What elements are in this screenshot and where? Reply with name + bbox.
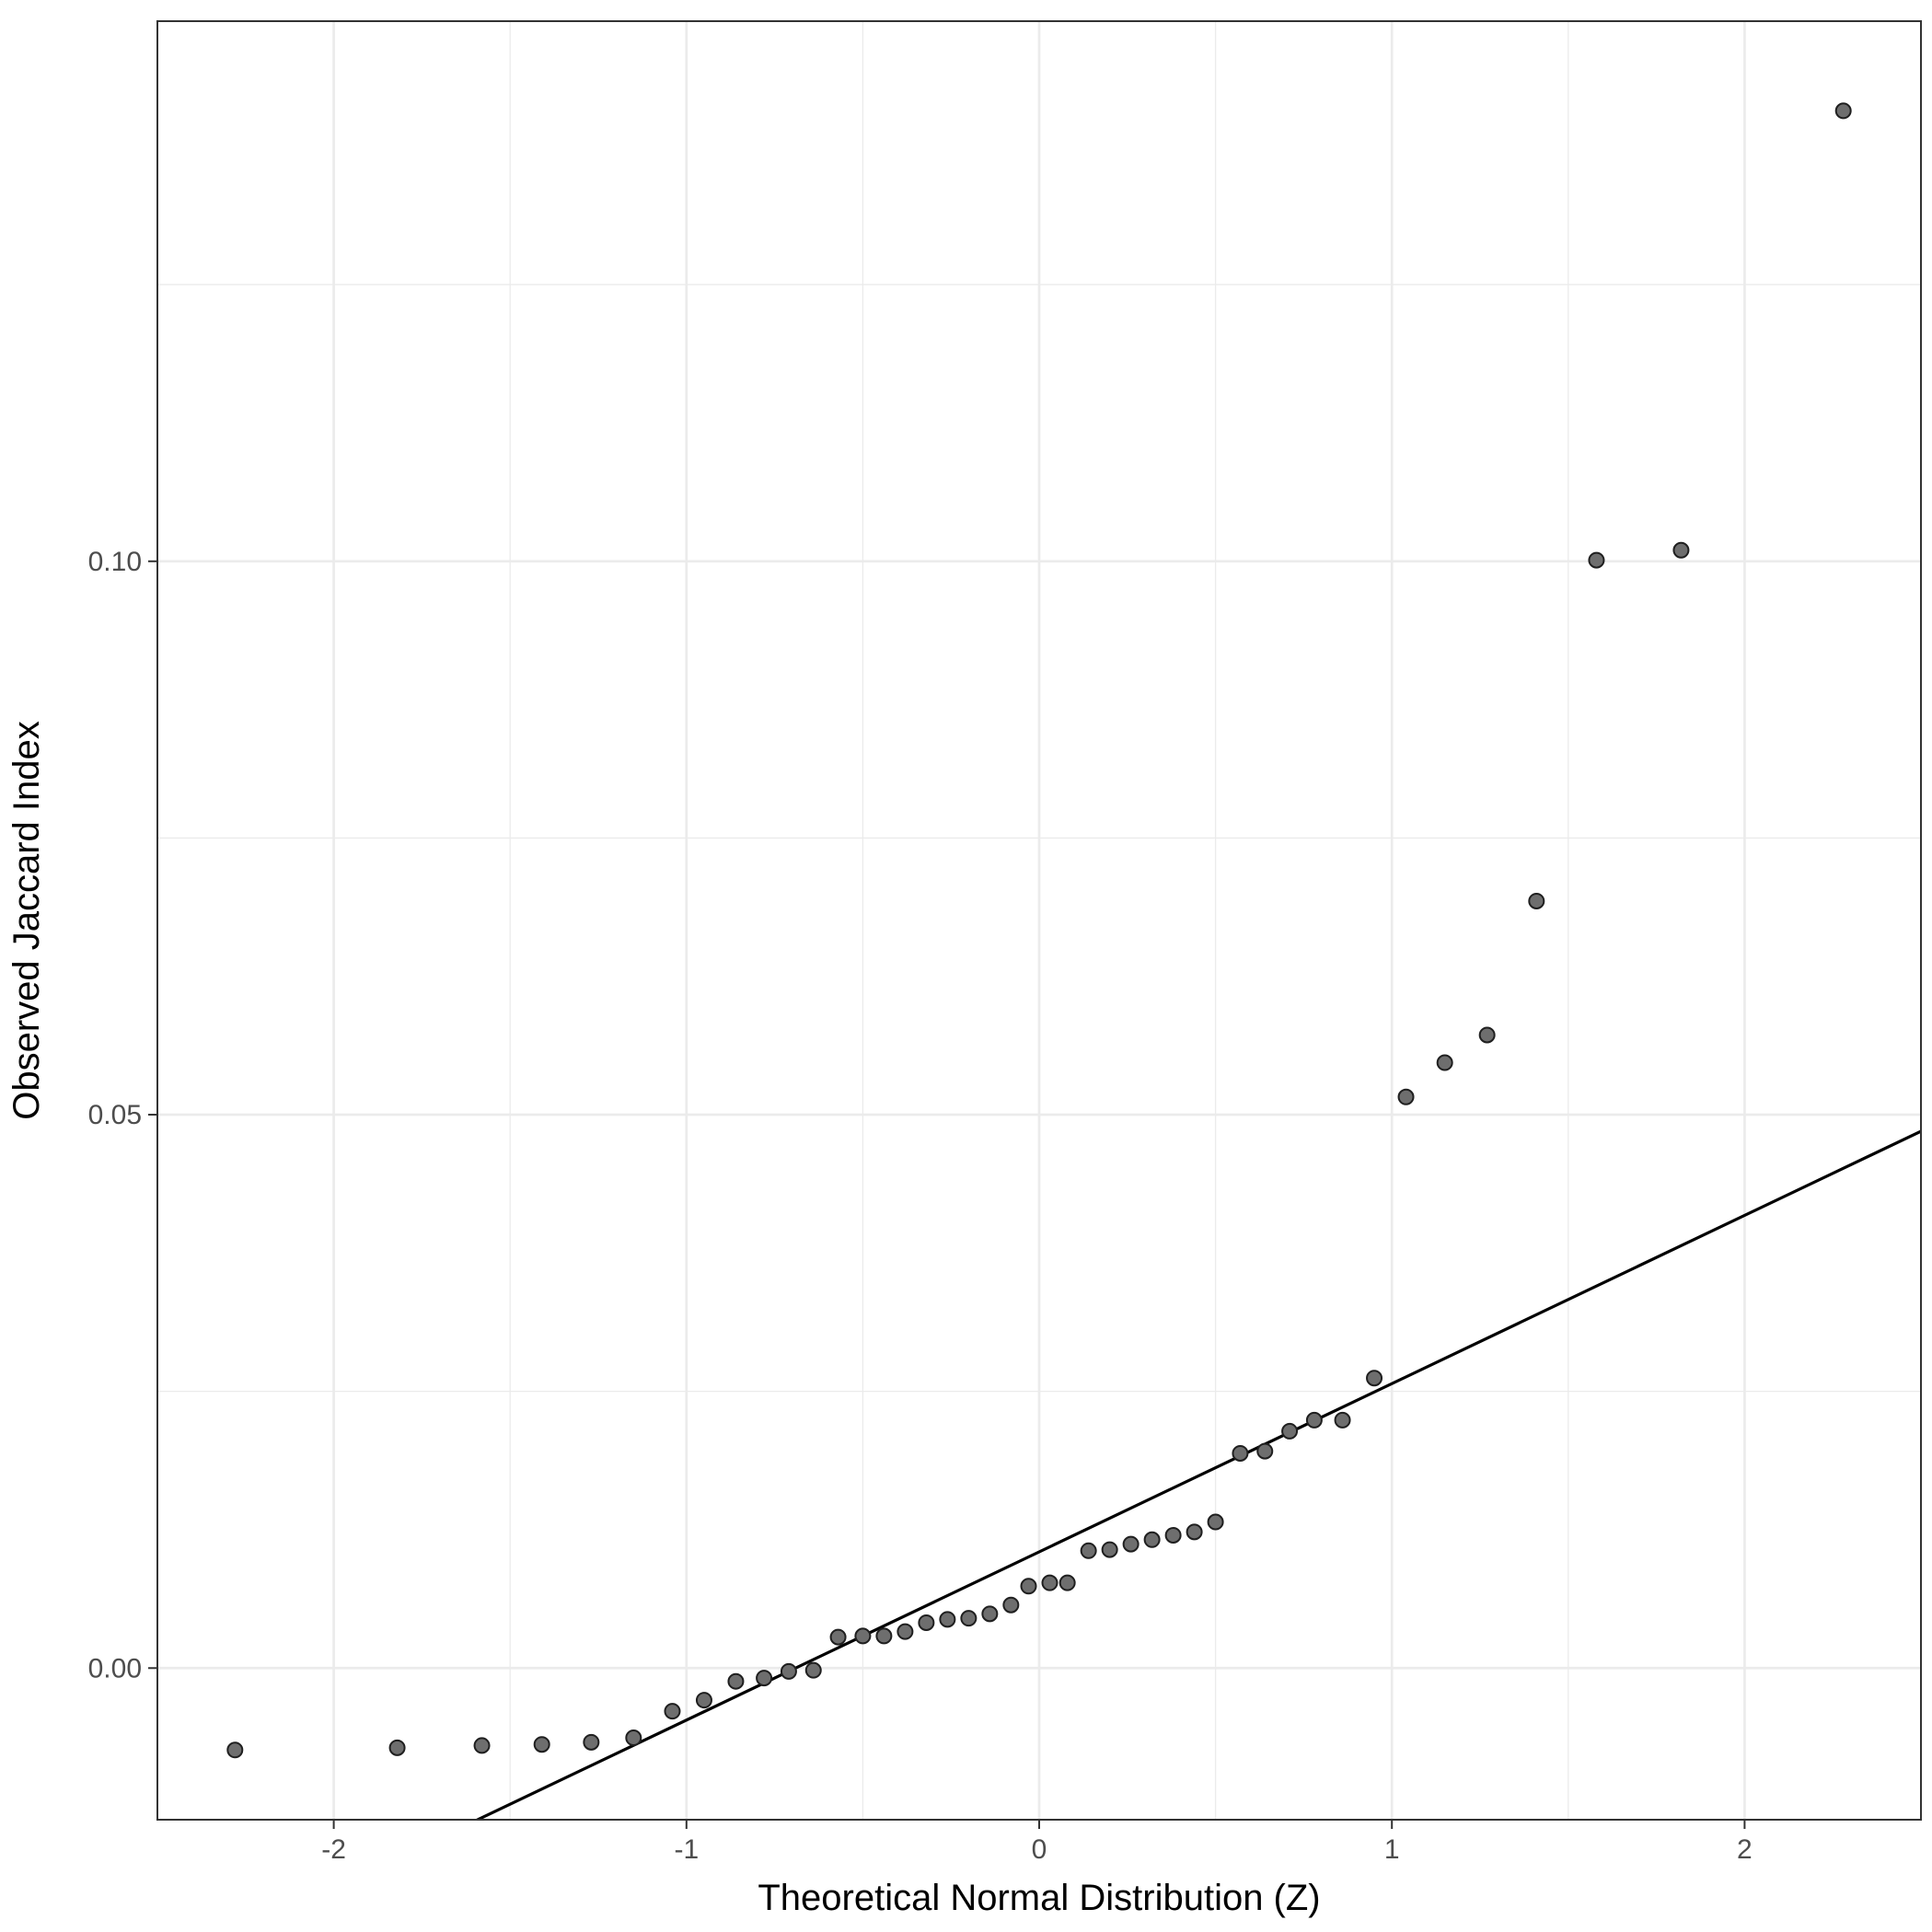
data-point: [780, 1662, 797, 1680]
data-point: [1122, 1535, 1140, 1553]
data-point: [695, 1692, 712, 1709]
data-point: [1334, 1411, 1351, 1429]
data-point: [1207, 1513, 1224, 1531]
x-tick-label: 0: [1032, 1834, 1047, 1865]
y-axis-ticks: 0.00 0.05 0.10: [88, 547, 157, 1683]
x-axis-ticks: -2 -1 0 1 2: [321, 1820, 1753, 1865]
data-point: [1588, 551, 1605, 569]
data-point: [1101, 1541, 1118, 1558]
data-point: [1256, 1442, 1274, 1460]
x-tick-label: 2: [1737, 1834, 1753, 1865]
data-point: [388, 1739, 406, 1756]
y-axis-title: Observed Jaccard Index: [6, 721, 47, 1120]
x-tick-label: 1: [1384, 1834, 1400, 1865]
x-axis-title: Theoretical Normal Distribution (Z): [758, 1878, 1320, 1918]
data-point: [1232, 1444, 1249, 1462]
data-point: [1366, 1370, 1383, 1387]
data-point: [981, 1605, 999, 1623]
data-point: [854, 1627, 872, 1645]
data-point: [875, 1627, 893, 1645]
x-tick-label: -1: [674, 1834, 699, 1865]
data-point: [583, 1733, 600, 1751]
data-point: [804, 1661, 822, 1679]
x-tick-label: -2: [321, 1834, 346, 1865]
data-point: [897, 1623, 914, 1640]
data-point: [1305, 1411, 1323, 1429]
data-point: [1672, 541, 1690, 559]
reference-line: [474, 1129, 1921, 1820]
data-point: [1478, 1026, 1496, 1044]
data-point: [939, 1611, 956, 1628]
data-point: [664, 1703, 681, 1720]
data-point: [226, 1741, 244, 1759]
data-point: [473, 1737, 491, 1754]
data-point: [1002, 1596, 1020, 1614]
data-point: [1143, 1531, 1161, 1548]
data-point: [918, 1614, 935, 1631]
data-point: [1528, 892, 1545, 909]
data-point: [1281, 1422, 1299, 1440]
data-point: [1041, 1574, 1059, 1591]
data-point: [756, 1670, 773, 1687]
data-point: [533, 1736, 550, 1753]
data-point: [1397, 1088, 1415, 1105]
data-point: [1020, 1578, 1037, 1595]
data-point: [625, 1730, 642, 1747]
data-point: [727, 1672, 745, 1690]
y-tick-label: 0.10: [88, 547, 142, 577]
data-point: [1436, 1054, 1453, 1071]
data-point: [829, 1628, 847, 1646]
major-gridlines: [157, 21, 1921, 1820]
reference-line-group: [474, 1129, 1921, 1820]
data-points: [226, 102, 1852, 1759]
data-point: [1164, 1526, 1182, 1544]
data-point: [1834, 102, 1852, 120]
data-point: [1059, 1574, 1076, 1591]
y-tick-label: 0.00: [88, 1653, 142, 1683]
data-point: [1080, 1542, 1097, 1559]
data-point: [960, 1610, 978, 1627]
y-tick-label: 0.05: [88, 1100, 142, 1130]
data-point: [1186, 1523, 1203, 1541]
